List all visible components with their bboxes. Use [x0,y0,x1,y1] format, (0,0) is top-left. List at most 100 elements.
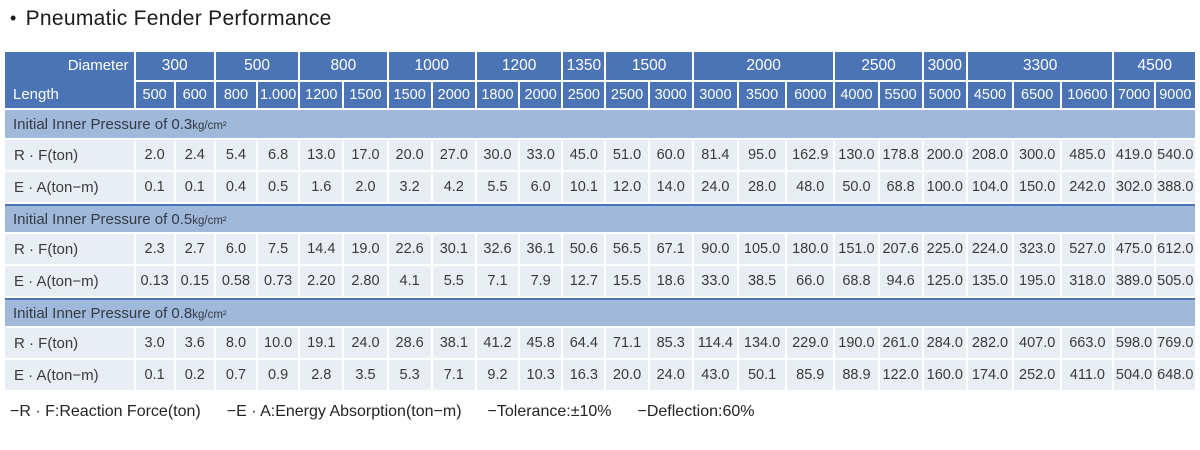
table-cell: 151.0 [835,234,878,264]
table-cell: 648.0 [1155,360,1195,390]
footnote-energy-absorption: −E · A:Energy Absorption(ton−m) [226,403,462,420]
table-cell: 94.6 [879,266,922,296]
table-cell: 242.0 [1062,172,1113,202]
table-cell: 67.1 [649,234,692,264]
table-cell: 2.4 [175,140,214,170]
table-cell: 224.0 [967,234,1013,264]
length-header: 9000 [1155,82,1195,108]
table-cell: 56.5 [606,234,648,264]
table-cell: 17.0 [344,140,387,170]
table-cell: 2.3 [135,234,174,264]
length-header: 2000 [520,82,562,108]
table-cell: 388.0 [1155,172,1195,202]
table-cell: 769.0 [1155,328,1195,358]
page-title-text: Pneumatic Fender Performance [25,7,332,30]
diameter-header: 4500 [1114,52,1195,80]
diameter-header: 2000 [693,52,834,80]
table-cell: 24.0 [693,172,737,202]
table-cell: 130.0 [835,140,878,170]
table-cell: 475.0 [1114,234,1154,264]
table-cell: 43.0 [693,360,737,390]
table-cell: 12.0 [606,172,648,202]
table-cell: 5.4 [215,140,257,170]
section-header: Initial Inner Pressure of 0.5kg/cm² [5,204,1195,232]
length-header: 1200 [300,82,343,108]
table-cell: 2.0 [135,140,174,170]
section-header: Initial Inner Pressure of 0.8kg/cm² [5,298,1195,326]
table-cell: 160.0 [923,360,966,390]
table-row: E · A(ton−m) 0.1 0.2 0.7 0.9 2.8 3.5 5.3 7.1 9.2 1… [5,360,1195,390]
table-cell: 81.4 [693,140,737,170]
table-cell: 15.5 [606,266,648,296]
table-cell: 125.0 [923,266,966,296]
table-cell: 302.0 [1114,172,1154,202]
diameter-header: 1000 [388,52,475,80]
table-cell: 135.0 [967,266,1013,296]
table-cell: 504.0 [1114,360,1154,390]
table-cell: 178.8 [879,140,922,170]
table-cell: 180.0 [787,234,834,264]
table-cell: 24.0 [649,360,692,390]
footnote: −R · F:Reaction Force(ton) −E · A:Energy … [10,403,1200,421]
table-cell: 60.0 [649,140,692,170]
table-cell: 3.2 [388,172,431,202]
table-cell: 540.0 [1155,140,1195,170]
row-label: R · F(ton) [5,328,134,358]
table-row: E · A(ton−m) 0.13 0.15 0.58 0.73 2.20 2.80 4.1 5… [5,266,1195,296]
length-header: 3500 [738,82,786,108]
table-cell: 95.0 [738,140,786,170]
table-cell: 195.0 [1014,266,1061,296]
table-cell: 50.1 [738,360,786,390]
table-cell: 10.0 [258,328,299,358]
table-row: R · F(ton) 3.0 3.6 8.0 10.0 19.1 24.0 28.6 38.1 4… [5,328,1195,358]
table-cell: 38.5 [738,266,786,296]
length-header: 6500 [1014,82,1061,108]
table-cell: 45.8 [520,328,562,358]
table-cell: 4.2 [432,172,475,202]
table-cell: 13.0 [300,140,343,170]
table-cell: 6.0 [520,172,562,202]
row-label: R · F(ton) [5,234,134,264]
section-header-unit: kg/cm² [192,308,227,321]
table-cell: 48.0 [787,172,834,202]
table-cell: 8.0 [215,328,257,358]
footnote-tolerance: −Tolerance:±10% [487,403,612,420]
table-cell: 71.1 [606,328,648,358]
table-cell: 30.1 [432,234,475,264]
table-cell: 190.0 [835,328,878,358]
section-header-unit: kg/cm² [192,119,227,132]
table-cell: 38.1 [432,328,475,358]
table-cell: 22.6 [388,234,431,264]
section-header-row: Initial Inner Pressure of 0.5kg/cm² [5,204,1195,232]
table-cell: 5.5 [432,266,475,296]
table-cell: 7.1 [432,360,475,390]
table-cell: 0.1 [135,360,174,390]
section-header-text: Initial Inner Pressure of 0.3 [13,115,193,133]
table-cell: 323.0 [1014,234,1061,264]
table-cell: 85.9 [787,360,834,390]
table-cell: 282.0 [967,328,1013,358]
length-header-row: 500 600 800 1.000 1200 1500 1500 2000 1800 2000 25… [5,82,1195,108]
table-cell: 9.2 [476,360,519,390]
section-header-unit: kg/cm² [192,214,227,227]
table-cell: 3.0 [135,328,174,358]
length-header: 800 [215,82,257,108]
table-cell: 88.9 [835,360,878,390]
table-cell: 174.0 [967,360,1013,390]
table-cell: 68.8 [835,266,878,296]
length-header: 5000 [923,82,966,108]
length-header: 6000 [787,82,834,108]
table-cell: 612.0 [1155,234,1195,264]
diameter-header: 800 [300,52,387,80]
table-cell: 0.1 [135,172,174,202]
table-cell: 7.5 [258,234,299,264]
section-header-row: Initial Inner Pressure of 0.8kg/cm² [5,298,1195,326]
table-cell: 18.6 [649,266,692,296]
diameter-header: 2500 [835,52,922,80]
length-header: 3000 [693,82,737,108]
table-cell: 0.2 [175,360,214,390]
table-cell: 7.9 [520,266,562,296]
table-cell: 505.0 [1155,266,1195,296]
row-label: E · A(ton−m) [5,266,134,296]
